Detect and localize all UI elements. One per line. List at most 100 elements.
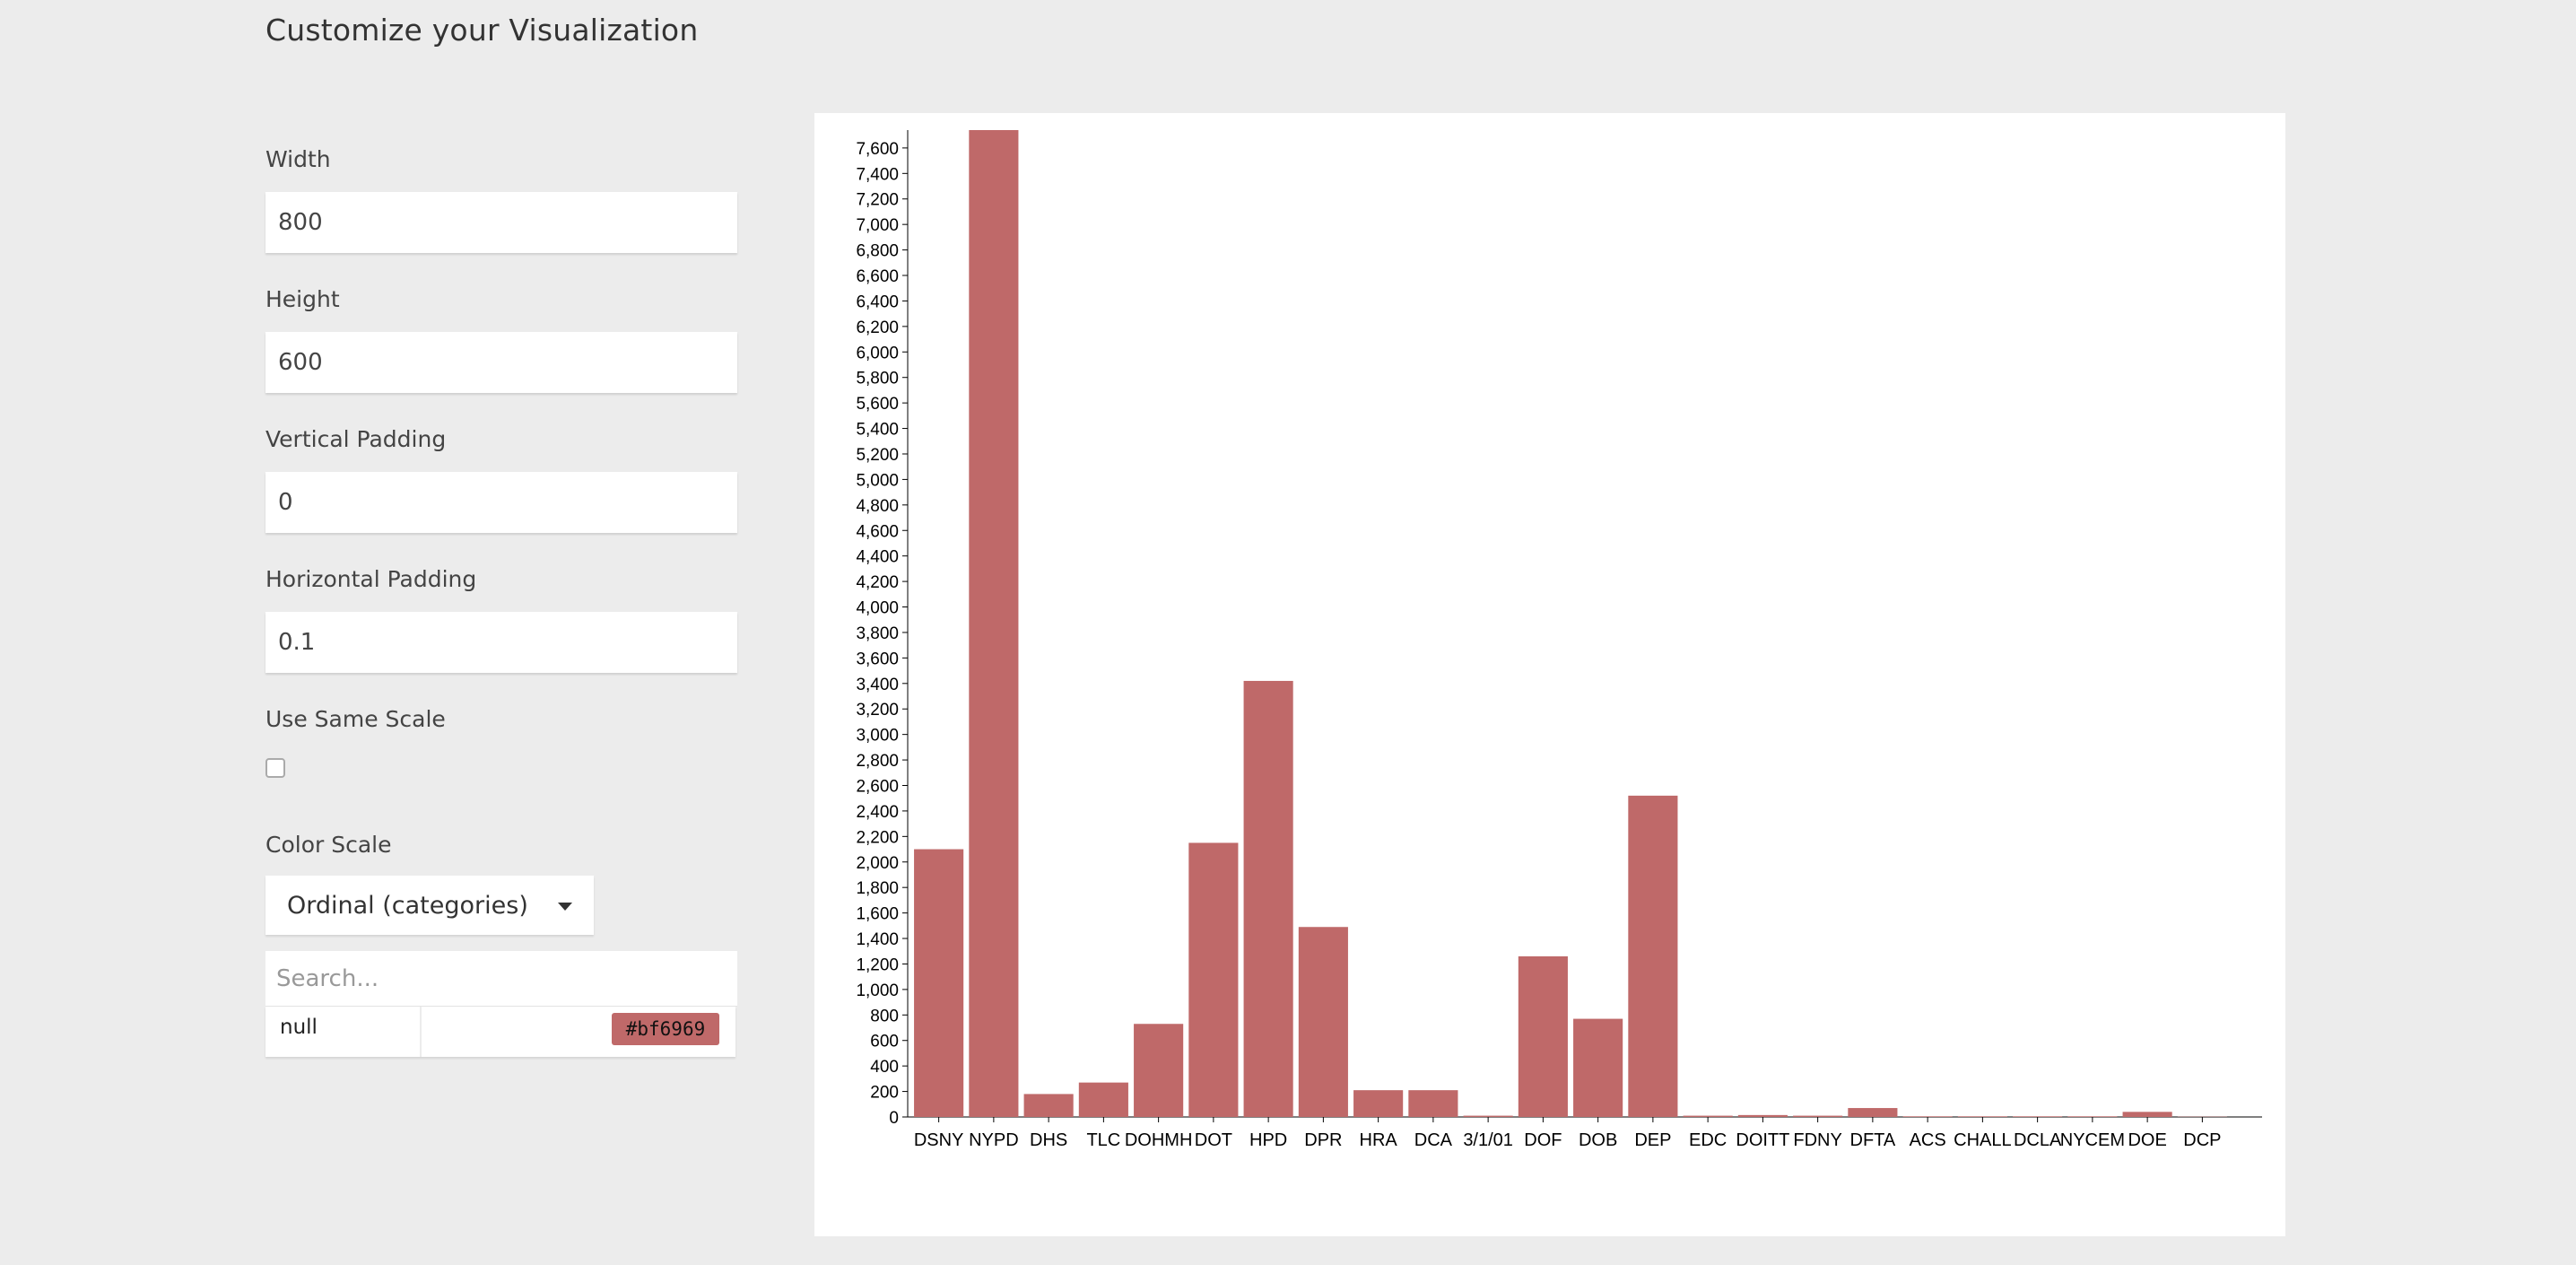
- x-tick-label: DHS: [1030, 1130, 1067, 1150]
- y-tick-label: 2,400: [856, 803, 899, 822]
- y-tick-label: 6,200: [856, 318, 899, 337]
- x-tick-label: NYCEM: [2060, 1130, 2125, 1150]
- x-tick-label: FDNY: [1793, 1130, 1841, 1150]
- chart-panel: 0 200 400 600 800 1,000 1,200 1,400 1,600 1,800 2,…: [814, 113, 2285, 1236]
- bar: [1078, 1082, 1128, 1117]
- x-tick-label: DOE: [2128, 1130, 2166, 1150]
- y-tick-label: 3,600: [856, 650, 899, 668]
- horizontal-padding-input[interactable]: 0.1: [265, 612, 737, 673]
- y-tick-label: 6,600: [856, 267, 899, 286]
- x-tick-label: DPR: [1304, 1130, 1342, 1150]
- x-tick-label: DCP: [2183, 1130, 2221, 1150]
- color-scale-value: Ordinal (categories): [287, 891, 528, 920]
- horizontal-padding-label: Horizontal Padding: [265, 566, 477, 592]
- y-tick-label: 1,400: [856, 930, 899, 949]
- width-input[interactable]: 800: [265, 192, 737, 253]
- bar: [1518, 955, 1568, 1117]
- y-tick-label: 2,200: [856, 828, 899, 847]
- bar: [1793, 1115, 1843, 1117]
- y-tick-label: 3,400: [856, 676, 899, 694]
- y-tick-label: 4,800: [856, 497, 899, 516]
- divider: [420, 1007, 422, 1057]
- y-tick-label: 2,800: [856, 752, 899, 771]
- x-tick-label: DOT: [1195, 1130, 1232, 1150]
- x-tick-label: DOB: [1579, 1130, 1617, 1150]
- vertical-padding-label: Vertical Padding: [265, 426, 447, 452]
- x-tick-label: HRA: [1360, 1130, 1398, 1150]
- same-scale-checkbox[interactable]: [265, 758, 285, 778]
- y-tick-label: 6,800: [856, 242, 899, 261]
- y-tick-label: 5,000: [856, 471, 899, 490]
- y-tick-label: 1,000: [856, 981, 899, 1000]
- x-tick-label: DCLA: [2014, 1130, 2062, 1150]
- y-tick-label: 0: [889, 1109, 899, 1128]
- x-tick-label: DCA: [1414, 1130, 1453, 1150]
- y-tick-label: 5,400: [856, 421, 899, 440]
- bar: [1353, 1090, 1404, 1117]
- bar: [1573, 1018, 1623, 1117]
- y-tick-label: 5,200: [856, 446, 899, 465]
- color-search-input[interactable]: Search...: [265, 951, 737, 1007]
- width-label: Width: [265, 146, 331, 172]
- x-tick-label: ACS: [1910, 1130, 1946, 1150]
- width-value: 800: [278, 209, 323, 236]
- y-tick-label: 4,600: [856, 522, 899, 541]
- bar: [1134, 1024, 1184, 1117]
- height-input[interactable]: 600: [265, 332, 737, 393]
- horizontal-padding-value: 0.1: [278, 629, 316, 656]
- y-tick-label: 7,600: [856, 140, 899, 159]
- bar: [1737, 1114, 1788, 1117]
- height-label: Height: [265, 286, 340, 312]
- x-tick-label: DEP: [1634, 1130, 1671, 1150]
- y-tick-label: 6,400: [856, 292, 899, 311]
- y-tick-label: 1,600: [856, 905, 899, 924]
- bar: [2067, 1116, 2118, 1117]
- bar: [914, 849, 964, 1117]
- x-tick-label: TLC: [1086, 1130, 1120, 1150]
- color-entry-name: null: [280, 1016, 318, 1039]
- color-scale-label: Color Scale: [265, 832, 392, 858]
- bar: [969, 130, 1019, 1117]
- x-tick-label: DOF: [1524, 1130, 1562, 1150]
- x-tick-label: CHALL: [1954, 1130, 2011, 1150]
- height-value: 600: [278, 349, 323, 376]
- bar: [1628, 795, 1678, 1117]
- y-tick-label: 4,200: [856, 573, 899, 592]
- bar: [2013, 1116, 2063, 1117]
- y-tick-label: 2,600: [856, 777, 899, 796]
- same-scale-label: Use Same Scale: [265, 706, 446, 732]
- caret-down-icon: [558, 903, 572, 911]
- x-tick-label: DOHMH: [1125, 1130, 1193, 1150]
- y-tick-label: 600: [870, 1033, 899, 1051]
- y-tick-label: 4,400: [856, 548, 899, 567]
- x-tick-label: HPD: [1249, 1130, 1287, 1150]
- x-tick-label: NYPD: [969, 1130, 1019, 1150]
- y-tick-label: 4,000: [856, 599, 899, 618]
- vertical-padding-value: 0: [278, 489, 293, 516]
- color-swatch[interactable]: #bf6969: [612, 1013, 719, 1045]
- bar: [1298, 927, 1348, 1117]
- y-tick-label: 200: [870, 1084, 899, 1103]
- bar: [1023, 1094, 1074, 1117]
- y-tick-label: 400: [870, 1058, 899, 1077]
- y-tick-label: 7,400: [856, 165, 899, 184]
- bar: [1848, 1108, 1898, 1117]
- bar: [1902, 1116, 1953, 1117]
- y-tick-label: 5,800: [856, 370, 899, 388]
- y-tick-label: 3,200: [856, 701, 899, 720]
- x-tick-label: DFTA: [1850, 1130, 1896, 1150]
- bar: [1408, 1090, 1458, 1117]
- bar: [1957, 1116, 2007, 1117]
- bar-chart: 0 200 400 600 800 1,000 1,200 1,400 1,600 1,800 2,…: [856, 130, 2262, 1150]
- color-entry-row: null #bf6969: [265, 1007, 735, 1057]
- bar: [1683, 1115, 1733, 1117]
- x-tick-label: 3/1/01: [1463, 1130, 1513, 1150]
- x-tick-label: DSNY: [914, 1130, 964, 1150]
- search-placeholder: Search...: [276, 964, 379, 992]
- vertical-padding-input[interactable]: 0: [265, 472, 737, 533]
- y-tick-label: 800: [870, 1007, 899, 1025]
- x-tick-label: DOITT: [1736, 1130, 1789, 1150]
- y-tick-label: 5,600: [856, 395, 899, 414]
- y-tick-label: 1,800: [856, 879, 899, 898]
- color-scale-select[interactable]: Ordinal (categories): [265, 876, 594, 935]
